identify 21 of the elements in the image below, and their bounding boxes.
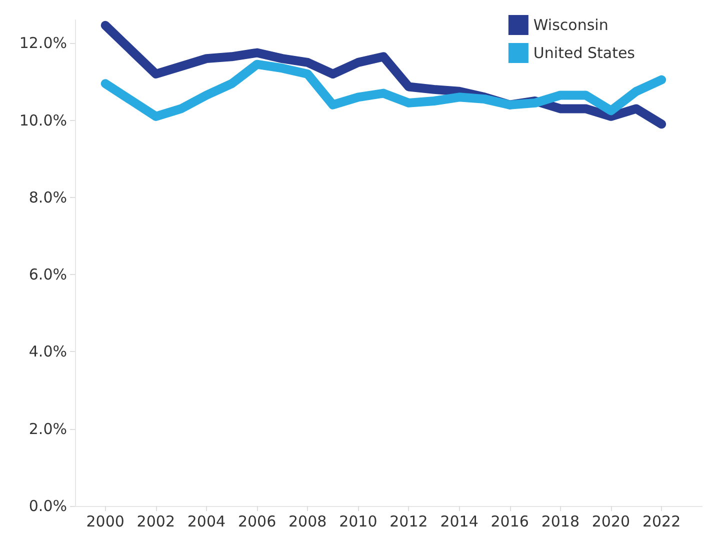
x-tick-label: 2014	[440, 512, 478, 530]
x-tick-label: 2008	[288, 512, 327, 530]
y-tick-label: 4.0%	[28, 342, 67, 361]
y-tick-label: 2.0%	[28, 420, 67, 438]
y-tick-label: 10.0%	[19, 111, 67, 130]
x-tick-label: 2018	[541, 512, 580, 530]
x-tick-label: 2016	[490, 512, 529, 530]
y-tick-label: 6.0%	[28, 266, 67, 284]
legend-label: Wisconsin	[533, 16, 608, 34]
x-tick-label: 2012	[390, 512, 428, 530]
x-tick-label: 2020	[592, 512, 630, 530]
x-tick-label: 2004	[187, 512, 226, 530]
x-tick-label: 2000	[86, 512, 124, 530]
x-tick-label: 2002	[136, 512, 175, 530]
x-tick-label: 2006	[238, 512, 276, 530]
legend-label: United States	[533, 44, 636, 62]
y-tick-label: 12.0%	[19, 34, 67, 52]
y-tick-label: 8.0%	[28, 188, 67, 206]
x-tick-label: 2010	[339, 512, 378, 530]
y-tick-label: 0.0%	[28, 497, 67, 515]
x-tick-label: 2022	[642, 512, 681, 530]
